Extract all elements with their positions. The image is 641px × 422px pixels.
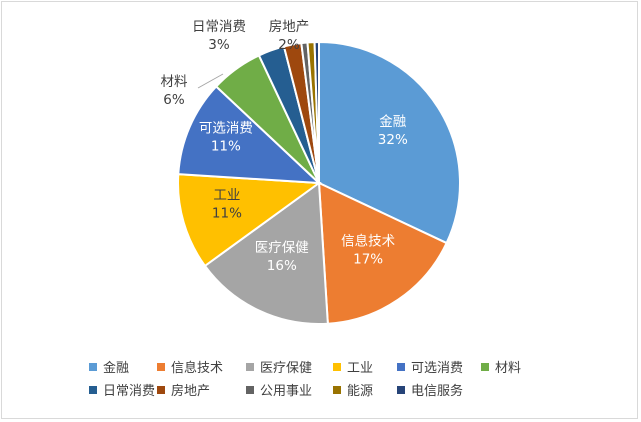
legend-swatch-4: [397, 363, 405, 371]
data-label-category-7: 房地产: [269, 19, 310, 35]
slice-1: [317, 181, 448, 325]
slice-2: [203, 181, 329, 325]
legend-label-5: 材料: [495, 361, 521, 376]
slice-4: [177, 85, 322, 185]
legend-label-2: 医疗保健: [260, 361, 312, 376]
slice-0: [318, 40, 461, 245]
data-label-value-3: 11%: [212, 206, 242, 222]
legend-swatch-2: [246, 363, 254, 371]
leader-lines: [197, 73, 224, 89]
pie-slices: [177, 40, 461, 325]
data-label-category-2: 医疗保健: [255, 240, 309, 256]
legend-swatch-7: [157, 386, 165, 394]
legend-label-1: 信息技术: [171, 360, 223, 376]
data-label-category-0: 金融: [379, 114, 406, 130]
legend-swatch-10: [397, 386, 405, 394]
legend-swatch-6: [89, 386, 97, 394]
data-label-value-1: 17%: [353, 251, 383, 267]
data-label-category-1: 信息技术: [341, 232, 395, 249]
data-label-category-4: 可选消费: [199, 121, 253, 137]
legend-label-8: 公用事业: [260, 384, 312, 399]
data-label-value-5: 6%: [163, 92, 185, 108]
data-label-value-0: 32%: [378, 132, 408, 148]
legend-swatch-5: [481, 363, 489, 371]
data-label-value-6: 3%: [208, 37, 230, 53]
data-label-value-2: 16%: [267, 258, 297, 274]
data-label-value-4: 11%: [211, 139, 241, 155]
legend-label-10: 电信服务: [411, 383, 463, 399]
legend-label-3: 工业: [347, 361, 373, 376]
legend-label-9: 能源: [347, 384, 373, 399]
leader-line-5: [197, 73, 224, 89]
legend-swatch-0: [89, 363, 97, 371]
legend-swatch-1: [157, 363, 165, 371]
legend-swatch-9: [333, 386, 341, 394]
legend-swatch-8: [246, 386, 254, 394]
data-label-category-3: 工业: [213, 188, 240, 204]
data-labels: 金融 32% 信息技术 17% 医疗保健 16% 工业 11% 可选消费 11% 材料 6% 日常消费 3…: [161, 19, 408, 274]
legend-label-4: 可选消费: [411, 361, 463, 376]
legend-swatch-3: [333, 363, 341, 371]
legend-label-6: 日常消费: [103, 384, 155, 399]
data-label-category-6: 日常消费: [192, 19, 246, 35]
legend-label-0: 金融: [103, 360, 129, 376]
slice-10: [313, 40, 320, 184]
data-label-value-7: 2%: [278, 37, 300, 53]
data-label-category-5: 材料: [161, 74, 188, 90]
legend-label-7: 房地产: [171, 383, 210, 399]
slice-3: [177, 173, 322, 268]
